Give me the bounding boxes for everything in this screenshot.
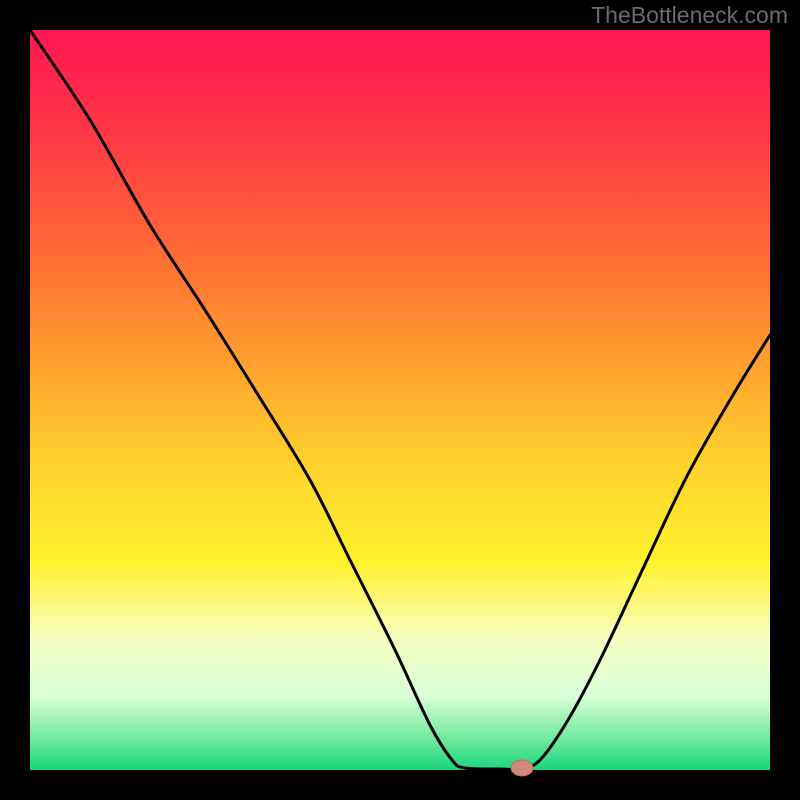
- bottleneck-chart: TheBottleneck.com: [0, 0, 800, 800]
- chart-svg: [0, 0, 800, 800]
- watermark-label: TheBottleneck.com: [591, 2, 788, 29]
- optimal-marker: [511, 760, 533, 776]
